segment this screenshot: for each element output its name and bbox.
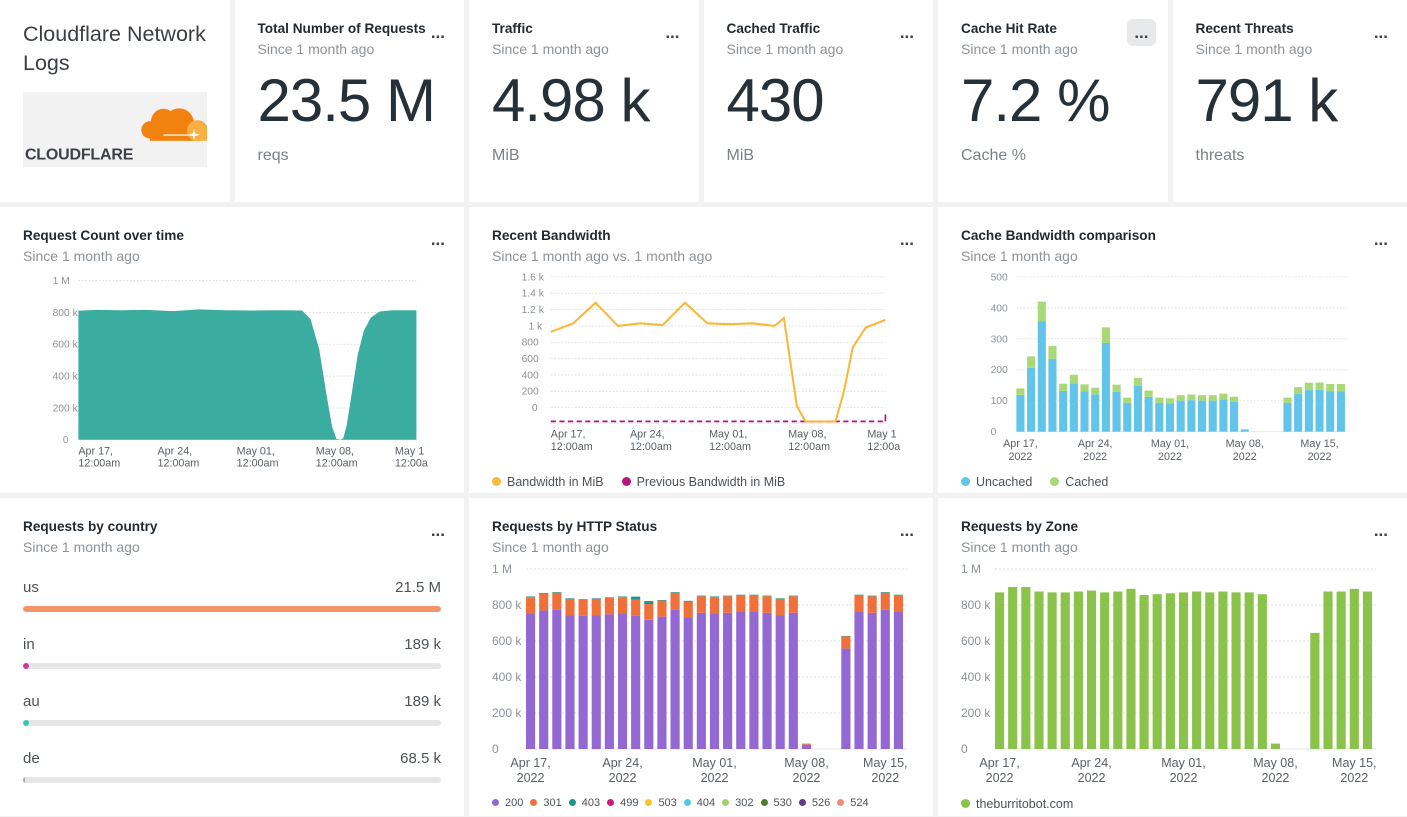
svg-text:May 08,: May 08, [788,428,826,440]
svg-text:May 01,: May 01, [237,445,275,457]
svg-text:Apr 17,: Apr 17, [78,445,113,457]
svg-text:1.6 k: 1.6 k [522,272,545,283]
svg-text:800 k: 800 k [53,308,79,319]
svg-text:Apr 17,: Apr 17, [1003,438,1038,450]
svg-text:200: 200 [991,365,1008,376]
svg-text:May 01,: May 01, [1151,438,1189,450]
svg-text:2022: 2022 [609,771,637,785]
svg-text:Apr 24,: Apr 24, [158,445,193,457]
svg-text:May 08,: May 08, [784,756,828,770]
svg-text:1 k: 1 k [528,321,543,332]
svg-text:May 1: May 1 [395,445,424,457]
svg-text:2022: 2022 [1170,771,1198,785]
svg-text:2022: 2022 [1340,771,1368,785]
svg-text:0: 0 [961,742,968,756]
svg-text:600 k: 600 k [53,339,79,350]
svg-text:400: 400 [522,370,539,381]
svg-text:500: 500 [991,272,1008,283]
svg-text:400 k: 400 k [492,670,522,684]
svg-text:2022: 2022 [1158,451,1182,463]
svg-text:12:00am: 12:00am [316,457,358,469]
svg-text:12:00a: 12:00a [395,457,428,469]
svg-text:Apr 24,: Apr 24, [630,428,665,440]
svg-text:Apr 24,: Apr 24, [602,756,642,770]
svg-text:800: 800 [522,337,539,348]
svg-text:12:00am: 12:00am [630,440,672,452]
svg-text:400 k: 400 k [53,371,79,382]
svg-text:1 M: 1 M [492,562,512,576]
svg-text:200 k: 200 k [53,403,79,414]
svg-text:100: 100 [991,396,1008,407]
svg-text:12:00am: 12:00am [237,457,279,469]
svg-text:2022: 2022 [1083,451,1107,463]
svg-text:600 k: 600 k [961,634,991,648]
svg-text:1.2 k: 1.2 k [522,305,545,316]
svg-text:600: 600 [522,354,539,365]
svg-text:800 k: 800 k [961,598,991,612]
svg-text:12:00am: 12:00am [551,440,593,452]
svg-text:May 15,: May 15, [863,756,907,770]
svg-text:May 15,: May 15, [1332,756,1376,770]
svg-text:Apr 24,: Apr 24, [1078,438,1113,450]
svg-text:Apr 17,: Apr 17, [551,428,586,440]
svg-text:0: 0 [492,742,499,756]
svg-text:600 k: 600 k [492,634,522,648]
svg-text:2022: 2022 [1262,771,1290,785]
svg-text:200 k: 200 k [961,706,991,720]
svg-text:May 15,: May 15, [1300,438,1338,450]
svg-text:2022: 2022 [1308,451,1332,463]
svg-text:May 08,: May 08, [316,445,354,457]
svg-text:200 k: 200 k [492,706,522,720]
svg-text:200: 200 [522,386,539,397]
svg-text:300: 300 [991,334,1008,345]
svg-text:2022: 2022 [517,771,545,785]
svg-text:May 01,: May 01, [709,428,747,440]
svg-text:May 1: May 1 [867,428,896,440]
svg-text:800 k: 800 k [492,598,522,612]
svg-text:0: 0 [991,427,997,438]
svg-text:12:00a: 12:00a [867,440,900,452]
svg-text:1 M: 1 M [53,276,70,287]
svg-text:May 01,: May 01, [692,756,736,770]
svg-text:2022: 2022 [871,771,899,785]
svg-text:May 08,: May 08, [1226,438,1264,450]
svg-text:12:00am: 12:00am [788,440,830,452]
svg-text:2022: 2022 [1233,451,1257,463]
svg-text:400: 400 [991,303,1008,314]
svg-text:May 08,: May 08, [1253,756,1297,770]
svg-text:12:00am: 12:00am [158,457,200,469]
svg-text:CLOUDFLARE: CLOUDFLARE [25,147,134,164]
svg-text:May 01,: May 01, [1161,756,1205,770]
svg-text:2022: 2022 [986,771,1014,785]
svg-text:0: 0 [63,435,69,446]
svg-text:12:00am: 12:00am [78,457,120,469]
svg-text:Apr 24,: Apr 24, [1071,756,1111,770]
svg-text:2022: 2022 [793,771,821,785]
svg-text:Apr 17,: Apr 17, [979,756,1019,770]
svg-text:0: 0 [532,403,538,414]
svg-text:2022: 2022 [1008,451,1032,463]
svg-text:Apr 17,: Apr 17, [510,756,550,770]
svg-text:2022: 2022 [701,771,729,785]
svg-text:12:00am: 12:00am [709,440,751,452]
svg-text:2022: 2022 [1078,771,1106,785]
svg-text:400 k: 400 k [961,670,991,684]
svg-text:1 M: 1 M [961,562,981,576]
svg-text:1.4 k: 1.4 k [522,288,545,299]
